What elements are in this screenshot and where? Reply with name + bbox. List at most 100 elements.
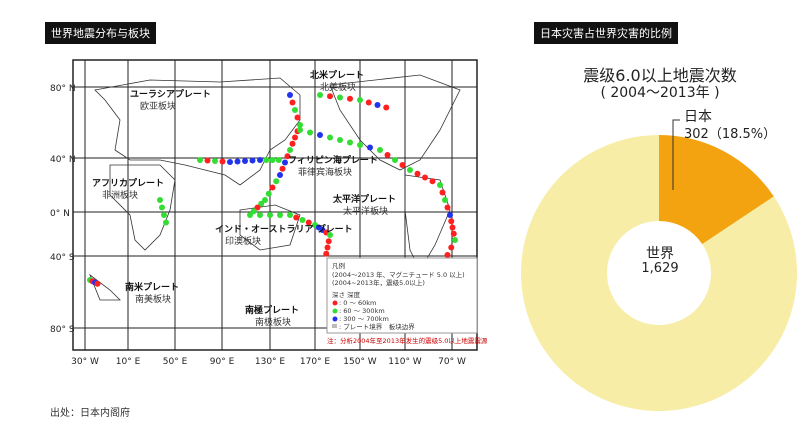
earthquake-dot	[365, 99, 372, 106]
earthquake-dot	[204, 157, 211, 164]
earthquake-dot	[212, 158, 218, 164]
earthquake-dot	[374, 102, 381, 108]
legend-marker	[332, 300, 338, 306]
longitude-label: 50° E	[163, 357, 188, 367]
latitude-label: 40° N	[50, 155, 76, 165]
earthquake-dot	[262, 197, 268, 203]
earthquake-dot	[292, 134, 298, 141]
longitude-label: 10° E	[116, 357, 141, 367]
earthquake-dot	[357, 142, 363, 148]
earthquake-dot	[249, 157, 256, 164]
earthquake-dot	[327, 134, 333, 141]
latitude-label: 80° N	[50, 84, 76, 94]
earthquake-dot	[407, 167, 413, 173]
plate-name-jp: インド・オーストラリア プレート	[215, 223, 353, 235]
earthquake-dot	[367, 144, 373, 151]
earthquake-dot	[452, 237, 458, 243]
earthquake-dot	[254, 204, 261, 211]
plate-name-cn: 南美板块	[135, 293, 171, 305]
earthquake-dot	[307, 129, 313, 136]
earthquake-map: 80° N 40° N 0° N 40° S 80° S 30° W 10° E 50° E 9…	[50, 59, 488, 367]
earthquake-dot	[317, 92, 323, 98]
earthquake-dot	[219, 158, 226, 165]
earthquake-dot	[297, 127, 303, 133]
plate-name-cn: 南极板块	[255, 316, 291, 328]
legend-note: 注：分析2004年至2013年发生的震级5.0以上地震震源	[327, 336, 488, 345]
earthquake-dot	[294, 114, 301, 121]
pie-slice-world	[521, 135, 797, 412]
earthquake-dot	[275, 157, 282, 163]
earthquake-dot	[163, 219, 169, 226]
world-label: 世界	[646, 246, 674, 262]
plate-name-cn: 欧亚板块	[140, 100, 176, 112]
legend-item: : 300 ～ 700km	[339, 315, 389, 323]
earthquake-dot	[447, 212, 453, 218]
earthquake-dot	[267, 212, 273, 218]
earthquake-dot	[287, 147, 293, 153]
earthquake-dot	[269, 184, 276, 191]
earthquake-dot	[287, 92, 293, 98]
earthquake-dot	[257, 157, 263, 163]
earthquake-dot	[337, 137, 343, 143]
latitude-label: 0° N	[50, 209, 70, 219]
plate-name-jp: 太平洋プレート	[332, 193, 396, 205]
earthquake-dot	[450, 230, 457, 237]
earthquake-dot	[347, 139, 353, 146]
chart-panel-title: 日本灾害占世界灾害的比例	[534, 22, 678, 44]
source-note: 出处：日本内阁府	[50, 408, 130, 419]
plate-name-cn: 菲律宾海板块	[298, 166, 352, 178]
earthquake-dot	[197, 157, 203, 163]
earthquake-dot	[448, 244, 455, 251]
world-value: 1,629	[641, 261, 679, 276]
plate-name-jp: フィリピン海プレート	[288, 154, 378, 166]
earthquake-dot	[325, 238, 332, 245]
pie-slice-japan	[659, 135, 774, 245]
longitude-label: 70° W	[438, 357, 466, 367]
earthquake-dot	[384, 152, 391, 158]
earthquake-dot	[273, 178, 280, 185]
plate-name-cn: 非洲板块	[102, 189, 138, 201]
earthquake-dot	[337, 94, 343, 101]
earthquake-dot	[392, 157, 398, 163]
earthquake-dot	[305, 219, 312, 226]
japan-value: 302（18.5%）	[684, 127, 777, 142]
earthquake-dot	[293, 214, 300, 221]
continent-outline	[329, 74, 461, 171]
legend-text: (2004~2013年，震级5.0以上)	[332, 278, 425, 287]
earthquake-dot	[442, 197, 448, 203]
earthquake-dot	[234, 158, 241, 165]
plate-name-cn: 北美板块	[320, 81, 356, 93]
earthquake-dot	[287, 212, 293, 218]
earthquake-dot	[284, 153, 291, 160]
earthquake-dot	[377, 147, 383, 153]
legend-marker	[332, 308, 338, 314]
earthquake-dot	[242, 158, 248, 164]
continent-outline	[89, 273, 121, 301]
plate-name-jp: 南米プレート	[125, 281, 179, 293]
legend-text: (2004～2013 年、マグニチュード 5.0 以上)	[332, 270, 465, 279]
earthquake-dot	[94, 280, 101, 287]
earthquake-dot	[157, 197, 163, 203]
earthquake-dot	[449, 224, 456, 231]
legend-marker	[332, 316, 338, 322]
earthquake-dot	[159, 204, 165, 211]
earthquake-dot	[444, 204, 451, 211]
continent-outline	[94, 77, 301, 186]
earthquake-dot	[277, 172, 283, 178]
longitude-label: 150° W	[343, 357, 377, 367]
longitude-label: 170° E	[300, 357, 331, 367]
earthquake-dot	[258, 200, 265, 207]
pie-title: 震级6.0以上地震次数	[583, 66, 737, 85]
pie-subtitle: ( 2004～2013年 )	[600, 85, 720, 101]
japan-leader-line	[672, 119, 680, 190]
earthquake-dot	[422, 174, 428, 181]
legend-text: 凡例	[332, 261, 345, 270]
latitude-label: 80° S	[50, 325, 75, 335]
plate-name-jp: アフリカプレート	[92, 177, 164, 189]
plate-name-cn: 太平洋板块	[343, 205, 388, 217]
earthquake-dot	[161, 212, 167, 218]
earthquake-dot	[292, 107, 298, 113]
earthquake-dot	[282, 159, 288, 166]
earthquake-dot	[347, 95, 353, 102]
